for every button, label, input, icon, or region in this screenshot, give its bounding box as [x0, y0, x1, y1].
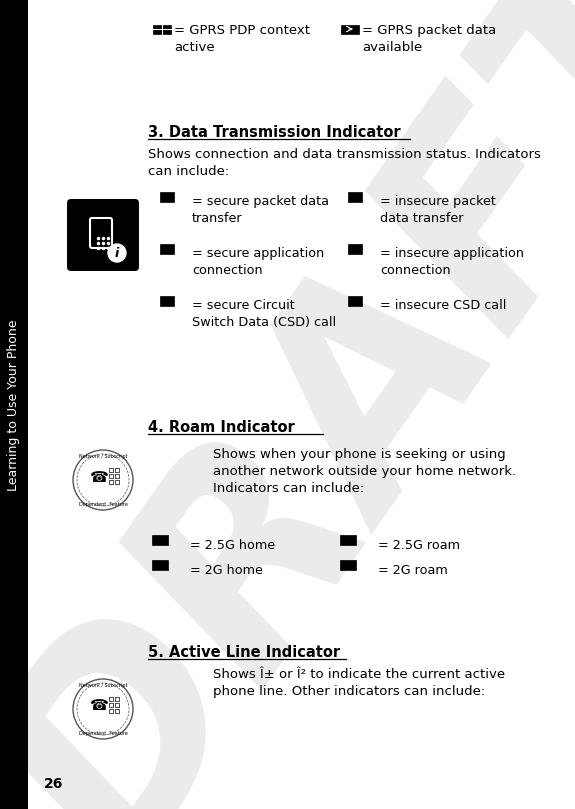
Text: Dependent  Feature: Dependent Feature	[79, 502, 128, 506]
Circle shape	[108, 244, 126, 262]
Text: 3. Data Transmission Indicator: 3. Data Transmission Indicator	[148, 125, 401, 140]
FancyBboxPatch shape	[160, 296, 174, 306]
FancyBboxPatch shape	[348, 244, 362, 254]
Text: = insecure application
connection: = insecure application connection	[380, 247, 524, 277]
Text: 26: 26	[44, 777, 63, 791]
Text: = 2.5G roam: = 2.5G roam	[378, 539, 460, 552]
Text: = insecure packet
data transfer: = insecure packet data transfer	[380, 195, 496, 225]
Text: = secure packet data
transfer: = secure packet data transfer	[192, 195, 329, 225]
Text: i: i	[115, 247, 119, 260]
FancyBboxPatch shape	[348, 296, 362, 306]
Text: = GPRS packet data
available: = GPRS packet data available	[362, 24, 496, 54]
Text: = 2G home: = 2G home	[190, 564, 263, 577]
Text: ☎: ☎	[90, 698, 109, 714]
Text: Network / Subscript: Network / Subscript	[79, 454, 127, 459]
Text: Learning to Use Your Phone: Learning to Use Your Phone	[7, 320, 21, 491]
FancyBboxPatch shape	[348, 192, 362, 202]
Text: 4. Roam Indicator: 4. Roam Indicator	[148, 420, 295, 435]
Text: Shows Î± or Î² to indicate the current active
phone line. Other indicators can i: Shows Î± or Î² to indicate the current a…	[213, 668, 505, 698]
FancyBboxPatch shape	[152, 560, 168, 570]
Text: Shows connection and data transmission status. Indicators
can include:: Shows connection and data transmission s…	[148, 148, 541, 178]
Circle shape	[73, 679, 133, 739]
Text: = insecure CSD call: = insecure CSD call	[380, 299, 507, 312]
FancyBboxPatch shape	[0, 0, 28, 809]
Text: = 2.5G home: = 2.5G home	[190, 539, 275, 552]
FancyBboxPatch shape	[160, 244, 174, 254]
FancyBboxPatch shape	[153, 24, 171, 33]
FancyBboxPatch shape	[152, 535, 168, 545]
FancyBboxPatch shape	[160, 192, 174, 202]
Circle shape	[73, 450, 133, 510]
Text: = 2G roam: = 2G roam	[378, 564, 448, 577]
FancyBboxPatch shape	[340, 535, 356, 545]
Text: Network / Subscript: Network / Subscript	[79, 683, 127, 688]
Text: Shows when your phone is seeking or using
another network outside your home netw: Shows when your phone is seeking or usin…	[213, 448, 516, 495]
Text: Dependent  Feature: Dependent Feature	[79, 731, 128, 735]
Text: 5. Active Line Indicator: 5. Active Line Indicator	[148, 645, 340, 660]
Text: ☎: ☎	[90, 469, 109, 485]
Text: = GPRS PDP context
active: = GPRS PDP context active	[174, 24, 310, 54]
FancyBboxPatch shape	[340, 560, 356, 570]
FancyBboxPatch shape	[341, 24, 359, 33]
Text: = secure Circuit
Switch Data (CSD) call: = secure Circuit Switch Data (CSD) call	[192, 299, 336, 328]
Text: = secure application
connection: = secure application connection	[192, 247, 324, 277]
FancyBboxPatch shape	[67, 199, 139, 271]
